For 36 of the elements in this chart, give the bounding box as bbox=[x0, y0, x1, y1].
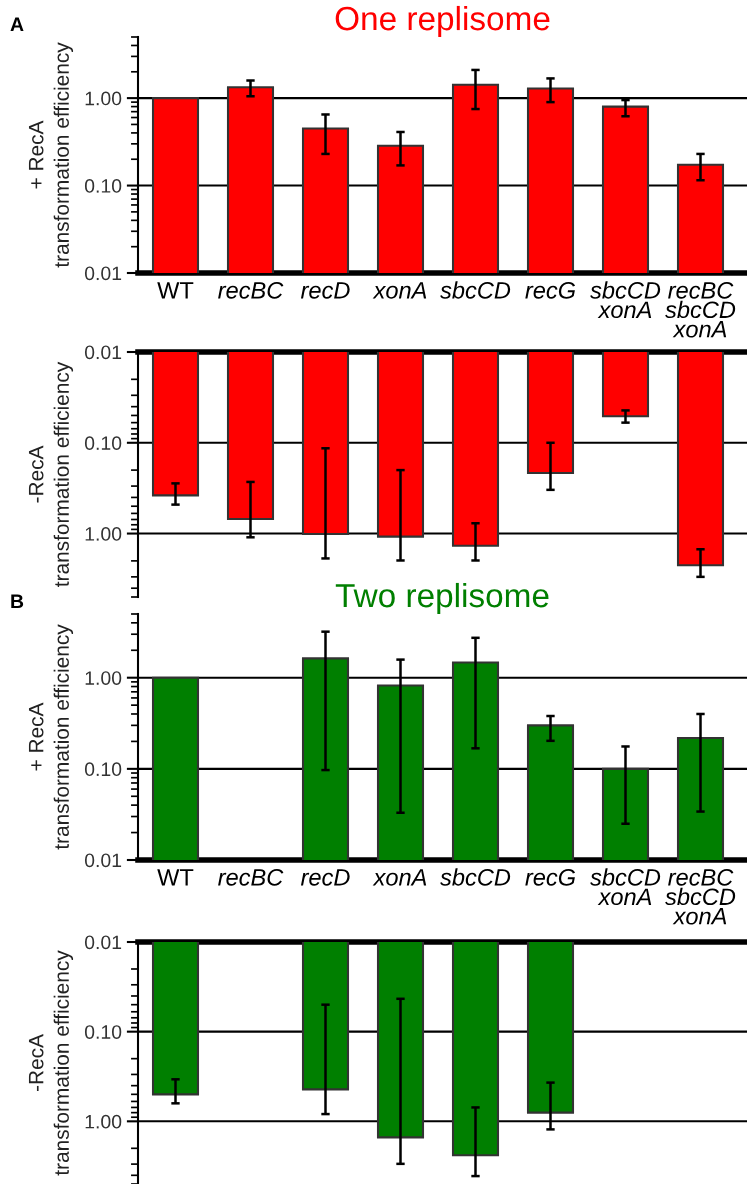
x-tick-label: sbcCD xonA bbox=[590, 868, 661, 906]
y-tick-label: 1.00 bbox=[85, 91, 122, 106]
x-tick-label: xonA bbox=[372, 869, 427, 886]
x-tick-label: recBC bbox=[218, 281, 284, 299]
y-tick-label: 1.00 bbox=[85, 527, 122, 541]
x-tick-label: xonA bbox=[372, 282, 427, 299]
x-tick-label: recG bbox=[525, 868, 576, 886]
x-tick-label: recBC bbox=[218, 868, 284, 886]
text: A bbox=[10, 17, 24, 31]
x-tick-label: sbcCD bbox=[440, 868, 511, 886]
y-tick-label: 0.01 bbox=[84, 935, 122, 950]
y-axis-title: -RecA transformation efficiency bbox=[28, 950, 74, 1176]
x-tick-label: sbcCD xonA bbox=[590, 281, 661, 319]
chart-title: Two replisome bbox=[335, 582, 549, 614]
x-tick-label: recD bbox=[300, 869, 350, 886]
y-tick-label: 0.01 bbox=[84, 853, 122, 868]
x-tick-label: recBC sbcCD xonA bbox=[665, 868, 736, 925]
y-tick-label: 1.00 bbox=[85, 1114, 122, 1129]
x-tick-label: recG bbox=[525, 281, 576, 299]
x-tick-label: recBC sbcCD xonA bbox=[665, 281, 736, 338]
y-axis-title: + RecA transformation efficiency bbox=[28, 624, 74, 850]
text: B bbox=[11, 594, 24, 608]
y-axis-title: -RecA transformation efficiency bbox=[28, 361, 74, 587]
y-tick-label: 0.01 bbox=[84, 266, 122, 281]
y-tick-label: 0.01 bbox=[84, 345, 122, 360]
chart-title: One replisome bbox=[335, 5, 550, 37]
x-tick-label: WT bbox=[157, 869, 194, 886]
x-tick-label: sbcCD bbox=[440, 281, 511, 299]
y-tick-label: 0.10 bbox=[84, 179, 122, 193]
y-axis-title: + RecA transformation efficiency bbox=[28, 42, 74, 268]
x-tick-label: WT bbox=[157, 282, 194, 299]
y-tick-label: 0.10 bbox=[84, 1025, 122, 1039]
y-tick-label: 1.00 bbox=[85, 671, 122, 685]
y-tick-label: 0.10 bbox=[84, 436, 122, 451]
x-tick-label: recD bbox=[300, 282, 350, 299]
y-tick-label: 0.10 bbox=[84, 762, 122, 777]
